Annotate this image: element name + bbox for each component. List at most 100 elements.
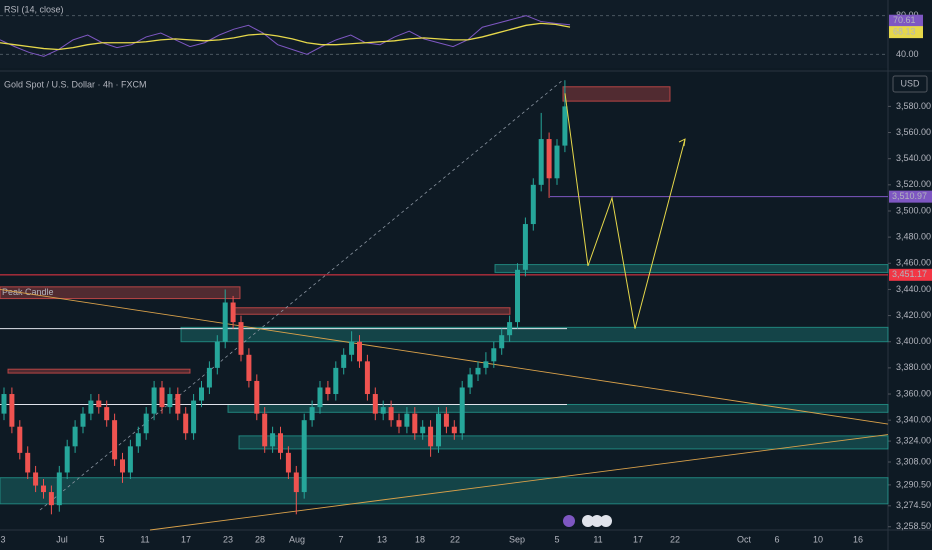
y-tick-label: 3,500.00 <box>896 205 931 215</box>
candle-body <box>88 400 94 414</box>
x-tick-label: 28 <box>255 534 265 544</box>
value-badge <box>889 14 923 27</box>
y-tick-label: 3,540.00 <box>896 153 931 163</box>
x-tick-label: 6 <box>774 534 779 544</box>
currency[interactable]: USD <box>900 78 920 88</box>
x-tick-label: 17 <box>181 534 191 544</box>
x-tick-label: Oct <box>737 534 752 544</box>
y-tick-label: 3,380.00 <box>896 362 931 372</box>
y-tick-label: 3,480.00 <box>896 232 931 242</box>
y-tick-label: 3,274.50 <box>896 500 931 510</box>
value-badge-label: 68.13 <box>893 26 916 36</box>
zone <box>0 477 889 505</box>
candle-body <box>491 348 497 362</box>
candle-body <box>483 361 489 368</box>
candle-body <box>127 446 133 473</box>
zone <box>7 368 191 374</box>
rsi-line <box>0 15 571 57</box>
candle-body <box>388 407 394 421</box>
projection <box>564 93 686 329</box>
candle-body <box>270 433 276 447</box>
candle-body <box>451 426 457 434</box>
trend-line <box>0 288 889 425</box>
y-tick-label: 3,400.00 <box>896 336 931 346</box>
trend-line <box>149 434 889 531</box>
x-tick-label: 16 <box>853 534 863 544</box>
y-tick-label: 3,258.50 <box>896 521 931 531</box>
candle-body <box>380 407 386 414</box>
candle-body <box>222 302 228 342</box>
y-tick-label: 3,440.00 <box>896 284 931 294</box>
candle-body <box>412 413 418 434</box>
candle-body <box>364 361 370 395</box>
events <box>563 515 612 527</box>
candle-body <box>459 387 465 434</box>
candle-body <box>301 420 307 493</box>
candle-body <box>80 413 86 427</box>
x-tick-label: 11 <box>593 534 602 544</box>
candle-body <box>64 446 70 473</box>
y-tick-label: 3,580.00 <box>896 101 931 111</box>
candle-body <box>104 407 110 421</box>
candle-body <box>554 145 560 179</box>
candle-body <box>317 387 323 408</box>
candle-body <box>285 452 291 473</box>
event-icon[interactable] <box>600 515 612 527</box>
x-tick-label: 23 <box>223 534 233 544</box>
x-tick-label: Jul <box>56 534 68 544</box>
guide-line <box>39 79 564 511</box>
price-badge-label: 3,510.97 <box>892 191 927 201</box>
currency-button[interactable] <box>892 75 928 93</box>
candle-body <box>349 341 355 355</box>
candle-body <box>9 394 15 427</box>
candle-body <box>278 433 283 453</box>
x-tick-label: 13 <box>377 534 387 544</box>
zone <box>227 403 889 413</box>
candle-body <box>420 426 426 434</box>
rsi-line <box>0 22 571 51</box>
y-tick-label: 3,308.00 <box>896 456 931 466</box>
x-tick-label: 3 <box>0 534 5 544</box>
price-badge <box>889 190 932 203</box>
candle-body <box>183 413 189 434</box>
candle-body <box>357 341 362 362</box>
zone <box>231 307 511 315</box>
x-tick-label: 5 <box>99 534 104 544</box>
event-icon[interactable] <box>563 515 575 527</box>
value-badge <box>889 26 923 39</box>
candle-body <box>467 374 473 388</box>
candle-body <box>199 387 204 401</box>
chart-title: Gold Spot / U.S. Dollar · 4h · FXCM <box>4 79 147 89</box>
candle-body <box>443 413 449 427</box>
x-tick-label: 18 <box>415 534 425 544</box>
candle-body <box>396 420 402 427</box>
candle-body <box>25 452 31 473</box>
price-badge <box>889 268 932 281</box>
y-tick-label: 40.00 <box>896 49 919 59</box>
zone-label: Peak Candle <box>2 287 54 297</box>
candle-body <box>499 335 505 349</box>
candle-body <box>246 354 252 381</box>
candle-body <box>72 426 78 447</box>
candle-body <box>175 394 181 414</box>
candle-body <box>191 400 197 434</box>
zone <box>238 435 889 450</box>
candle-body <box>135 433 141 447</box>
candle-body <box>143 413 149 434</box>
candle-body <box>530 184 536 225</box>
zone <box>180 326 889 343</box>
y-tick-label: 3,324.00 <box>896 435 931 445</box>
candle-body <box>17 426 23 453</box>
candle-body <box>404 413 410 427</box>
candle-body <box>333 367 339 395</box>
candle-body <box>112 420 118 460</box>
event-icon[interactable] <box>591 515 603 527</box>
event-icon[interactable] <box>582 515 594 527</box>
candle-body <box>341 354 347 368</box>
y-tick-label: 3,340.00 <box>896 415 931 425</box>
zone <box>494 264 889 273</box>
x-tick-label: Sep <box>509 534 525 544</box>
rsi-panel <box>0 0 888 68</box>
x-tick-label: 11 <box>140 534 149 544</box>
